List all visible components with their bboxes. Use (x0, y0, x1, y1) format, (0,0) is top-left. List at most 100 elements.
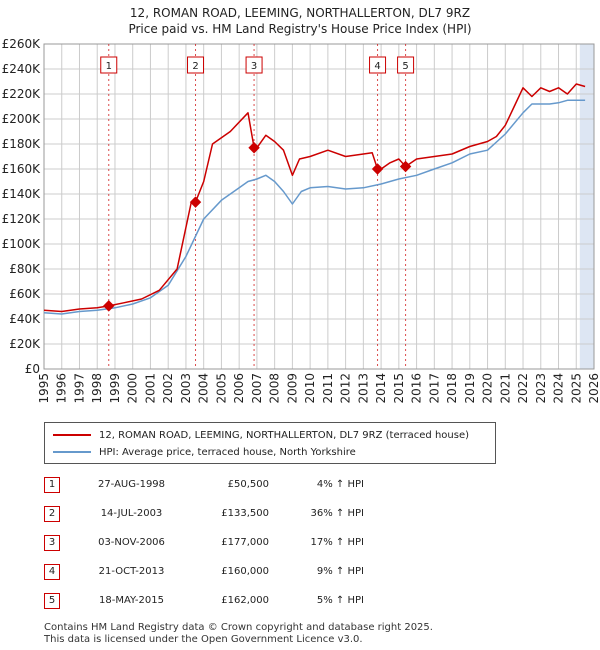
x-tick-label: 2008 (268, 373, 282, 404)
x-tick-label: 2024 (552, 373, 566, 404)
table-row: 3 03-NOV-2006 £177,000 17% ↑ HPI (44, 528, 364, 557)
x-tick-label: 1995 (37, 373, 51, 404)
y-tick-label: £80K (9, 262, 41, 276)
x-tick-label: 2023 (534, 373, 548, 404)
x-tick-label: 2011 (321, 373, 335, 404)
table-row: 4 21-OCT-2013 £160,000 9% ↑ HPI (44, 557, 364, 586)
footer: Contains HM Land Registry data © Crown c… (44, 622, 433, 646)
x-tick-label: 2009 (285, 373, 299, 404)
legend-item-property: 12, ROMAN ROAD, LEEMING, NORTHALLERTON, … (53, 427, 469, 443)
sale-hpi-diff: 4% ↑ HPI (316, 479, 364, 490)
x-tick-label: 1996 (55, 373, 69, 404)
table-row: 2 14-JUL-2003 £133,500 36% ↑ HPI (44, 499, 364, 528)
price-chart: £0 £20K £40K £60K £80K £100K £120K £140K £160K £1… (2, 37, 600, 404)
hpi-series-line (43, 99, 586, 315)
legend-swatch-property (53, 434, 91, 436)
sale-point (399, 160, 412, 173)
sale-date: 18-MAY-2015 (98, 595, 164, 606)
y-tick-label: £0 (25, 362, 40, 376)
y-tick-label: £180K (2, 137, 42, 151)
x-tick-label: 1997 (72, 373, 86, 404)
x-tick-label: 2026 (587, 373, 600, 404)
y-tick-label: £260K (2, 37, 42, 51)
table-row: 1 27-AUG-1998 £50,500 4% ↑ HPI (44, 470, 364, 499)
y-tick-label: £220K (2, 87, 42, 101)
x-tick-label: 2003 (179, 373, 193, 404)
sale-point (103, 300, 115, 312)
sale-price: £162,000 (221, 595, 269, 606)
sale-point (371, 163, 384, 175)
sale-price: £133,500 (221, 508, 269, 519)
sale-date: 21-OCT-2013 (98, 566, 165, 577)
sale-label-box (245, 56, 263, 74)
x-tick-label: 1999 (108, 373, 122, 404)
sale-number-badge: 5 (44, 592, 60, 609)
sale-hpi-diff: 5% ↑ HPI (316, 595, 364, 606)
sale-label-number: 1 (106, 61, 112, 72)
sale-label-number: 3 (251, 61, 257, 72)
x-tick-label: 2012 (339, 373, 353, 404)
x-tick-label: 2025 (569, 373, 583, 404)
x-tick-label: 2010 (303, 373, 317, 404)
sale-number-badge: 1 (44, 476, 60, 493)
x-tick-label: 2017 (427, 373, 441, 404)
sale-number-badge: 2 (44, 505, 60, 522)
y-tick-label: £40K (9, 312, 41, 326)
footer-licence: This data is licensed under the Open Gov… (44, 634, 363, 645)
x-tick-label: 2001 (143, 373, 157, 404)
transactions-table: 1 27-AUG-1998 £50,500 4% ↑ HPI 2 14-JUL-… (44, 470, 364, 615)
sale-label-box (100, 56, 118, 74)
sale-label-box (187, 56, 205, 74)
x-tick-label: 2014 (374, 373, 388, 404)
sale-label-box (369, 56, 387, 74)
sale-date: 27-AUG-1998 (97, 479, 166, 490)
sale-label-number: 2 (192, 61, 198, 72)
sale-date: 14-JUL-2003 (100, 508, 163, 519)
plot-area (44, 44, 594, 369)
sale-hpi-diff: 36% ↑ HPI (310, 508, 364, 519)
legend: 12, ROMAN ROAD, LEEMING, NORTHALLERTON, … (44, 422, 496, 464)
y-tick-label: £200K (2, 112, 42, 126)
x-tick-label: 2018 (445, 373, 459, 404)
plot-border (43, 43, 595, 370)
sale-price: £177,000 (221, 537, 269, 548)
sale-date: 03-NOV-2006 (98, 537, 165, 548)
y-tick-label: £20K (9, 337, 41, 351)
property-series-line (43, 83, 586, 313)
sale-label-box (397, 56, 415, 74)
forecast-band (579, 44, 594, 369)
sale-point (189, 196, 202, 208)
x-tick-label: 2013 (356, 373, 370, 404)
legend-label-hpi: HPI: Average price, terraced house, Nort… (99, 446, 356, 458)
legend-label-property: 12, ROMAN ROAD, LEEMING, NORTHALLERTON, … (99, 429, 470, 441)
x-tick-label: 2019 (463, 373, 477, 404)
x-tick-label: 2021 (498, 373, 512, 404)
chart-subtitle: Price paid vs. HM Land Registry's House … (128, 22, 472, 36)
y-tick-label: £100K (2, 237, 42, 251)
y-tick-label: £120K (2, 212, 42, 226)
sale-number-badge: 4 (44, 563, 60, 580)
x-tick-label: 2004 (197, 373, 211, 404)
sale-label-number: 5 (402, 61, 408, 72)
x-tick-label: 1998 (90, 373, 104, 404)
sale-point (248, 142, 260, 154)
x-tick-label: 2016 (410, 373, 424, 404)
x-tick-label: 2022 (516, 373, 530, 404)
x-tick-label: 2002 (161, 373, 175, 404)
sale-hpi-diff: 9% ↑ HPI (316, 566, 364, 577)
x-tick-label: 2015 (392, 373, 406, 404)
sale-price: £160,000 (221, 566, 269, 577)
x-tick-label: 2020 (481, 373, 495, 404)
sale-label-number: 4 (374, 61, 380, 72)
x-tick-label: 2000 (126, 373, 140, 404)
x-tick-label: 2007 (250, 373, 264, 404)
sale-hpi-diff: 17% ↑ HPI (310, 537, 364, 548)
y-tick-label: £240K (2, 62, 42, 76)
y-tick-label: £160K (2, 162, 42, 176)
x-tick-label: 2005 (214, 373, 228, 404)
x-tick-label: 2006 (232, 373, 246, 404)
sale-price: £50,500 (227, 479, 269, 490)
y-tick-label: £60K (9, 287, 41, 301)
sale-number-badge: 3 (44, 534, 60, 551)
chart-title: 12, ROMAN ROAD, LEEMING, NORTHALLERTON, … (129, 6, 471, 20)
